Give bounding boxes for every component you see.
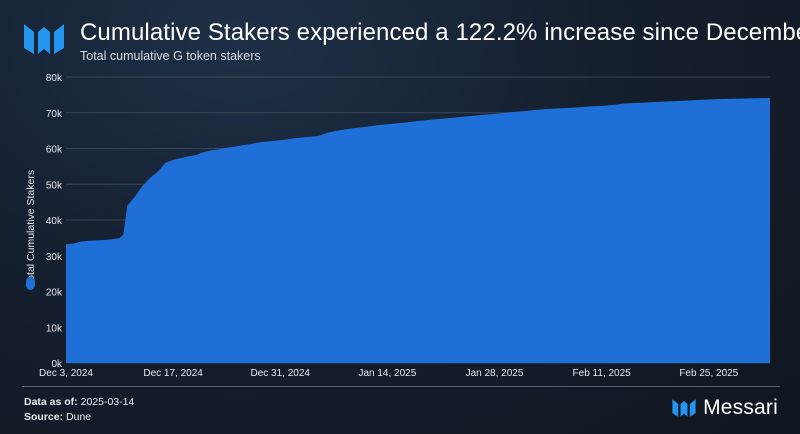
series-area-total-cumulative-stakers [66,98,770,363]
data-as-of-value: 2025-03-14 [80,396,135,408]
source-label: Source: [24,411,64,423]
x-tick-label: Dec 31, 2024 [251,368,311,379]
messari-logo-icon [24,24,64,54]
x-tick-label: Dec 3, 2024 [39,368,93,379]
y-tick-label: 80k [46,73,63,84]
page-title: Cumulative Stakers experienced a 122.2% … [80,19,800,46]
page-subtitle: Total cumulative G token stakers [80,49,261,63]
data-as-of-row: Data as of: 2025-03-14 [24,396,134,408]
source-value: Dune [66,411,92,423]
y-tick-label: 30k [46,252,63,263]
x-tick-label: Feb 11, 2025 [573,368,632,379]
x-tick-label: Jan 14, 2025 [358,368,416,379]
y-tick-label: 20k [46,288,63,299]
messari-footer-logo-icon [672,399,696,417]
y-axis-title-group: Total Cumulative Stakers [25,170,37,286]
y-tick-label: 10k [46,323,63,334]
x-axis-ticks: Dec 3, 2024 Dec 17, 2024 Dec 31, 2024 Jan 1… [39,368,739,379]
y-tick-label: 50k [46,180,63,191]
y-tick-label: 60k [46,145,63,156]
footer-brand: Messari [671,396,778,420]
y-tick-label: 70k [46,109,63,120]
x-tick-label: Dec 17, 2024 [143,368,203,379]
source-row: Source: Dune [24,411,91,423]
x-tick-label: Feb 25, 2025 [679,368,738,379]
x-tick-label: Jan 28, 2025 [466,368,524,379]
brand-name: Messari [703,396,778,419]
legend-swatch [26,277,35,290]
data-as-of-label: Data as of: [24,396,78,408]
y-tick-label: 40k [46,216,63,227]
y-tick-label: 0k [51,359,63,370]
y-axis-ticks: 0k 10k 20k 30k 40k 50k 60k 70k 80k [46,73,63,370]
footer-divider [22,386,780,387]
y-axis-title: Total Cumulative Stakers [25,170,37,286]
